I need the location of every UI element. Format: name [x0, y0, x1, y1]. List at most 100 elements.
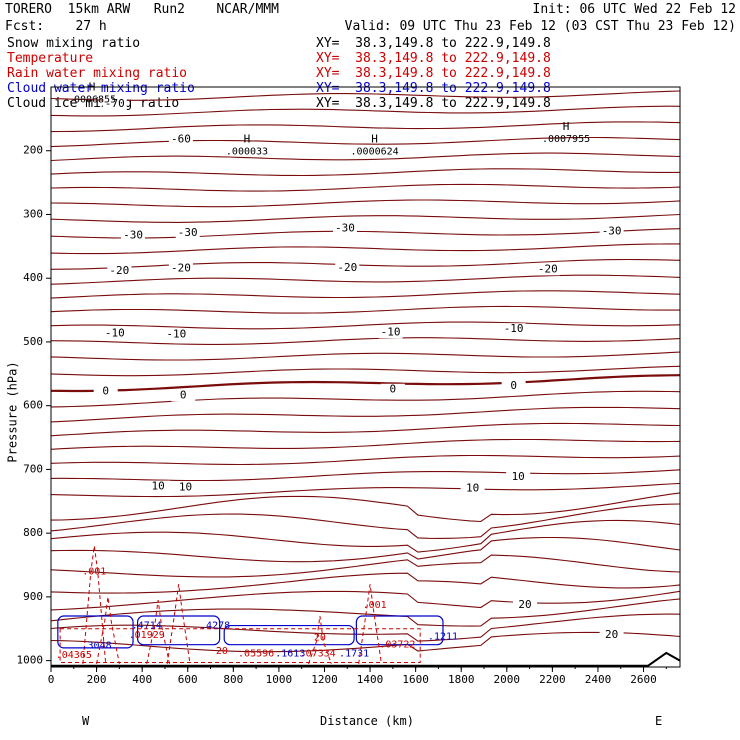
temperature-label-bg — [506, 471, 531, 484]
rain-water-contour — [82, 545, 107, 664]
cloud-water-contour — [355, 615, 444, 646]
valid-time: Valid: 09 UTC Thu 23 Feb 12 (03 CST Thu … — [344, 19, 736, 34]
isotherm-line — [50, 213, 681, 223]
isotherm-line — [50, 631, 681, 653]
isotherm-line — [50, 337, 681, 345]
cloud-water-label: .4278 — [200, 621, 230, 632]
y-tick-label: 900 — [23, 590, 43, 603]
isotherm-line — [50, 374, 681, 393]
rain-water-contour — [96, 596, 120, 664]
rain-water-label: .001 — [82, 566, 106, 577]
legend-temperature-xy: XY= 38.3,149.8 to 222.9,149.8 — [316, 51, 551, 66]
cloud-water-contour — [137, 615, 221, 646]
x-tick-label: 0 — [48, 673, 55, 686]
temperature-contours — [50, 90, 681, 653]
temperature-label: -30 — [335, 221, 355, 234]
x-tick-label: 2600 — [630, 673, 657, 686]
high-marker: H — [371, 133, 378, 146]
surface-line — [51, 651, 681, 667]
high-value: .0006855 — [68, 94, 116, 105]
high-marker: H — [244, 133, 251, 146]
isotherm-line — [50, 136, 681, 148]
x-tick-label: 1000 — [266, 673, 293, 686]
isotherm-line — [50, 321, 681, 330]
temperature-label-bg — [175, 226, 200, 239]
y-tick-label: 300 — [23, 207, 43, 220]
temperature-label: -30 — [123, 229, 143, 242]
model-title: TORERO 15km ARW Run2 NCAR/MMM — [5, 2, 279, 17]
rain-water-contour — [358, 584, 382, 664]
cloud-water-label: .3048 — [82, 640, 112, 651]
isotherm-line — [50, 105, 681, 117]
high-value: .000033 — [226, 147, 268, 158]
y-tick-label: 400 — [23, 271, 43, 284]
cloud-water-label: .1731 — [339, 649, 369, 660]
temperature-label-bg — [171, 389, 196, 402]
x-tick-label: 200 — [87, 673, 107, 686]
isotherm-line — [50, 274, 681, 285]
x-tick-label: 600 — [178, 673, 198, 686]
chart-axes: 0 200 400 600 800 1000 1200 1400 1600 1800 2000 220… — [17, 86, 681, 686]
isotherm-line — [50, 438, 681, 450]
rain-water-label: .03722 — [379, 640, 415, 651]
temperature-label-bg — [535, 263, 560, 276]
y-tick-label: 200 — [23, 144, 43, 157]
high-marker: H — [563, 120, 570, 133]
temperature-label-bg — [164, 328, 189, 341]
isotherm-line — [50, 554, 681, 578]
west-label: W — [82, 714, 90, 728]
isotherm-line — [50, 199, 681, 208]
isotherm-line — [50, 613, 681, 642]
y-axis-title: Pressure (hPa) — [5, 361, 20, 463]
isotherm-line — [50, 183, 681, 192]
legend-cloud-water-xy: XY= 38.3,149.8 to 222.9,149.8 — [316, 81, 551, 96]
isotherm-line — [50, 168, 680, 177]
temperature-label: 10 — [466, 482, 479, 495]
x-tick-label: 1200 — [311, 673, 338, 686]
isotherm-line — [50, 351, 681, 361]
high-marker: H — [89, 80, 96, 93]
high-value: .0007955 — [542, 134, 590, 145]
isotherm-line — [50, 519, 681, 553]
rain-water-label: .04365 — [56, 650, 92, 661]
x-tick-label: 2000 — [494, 673, 521, 686]
cloud-water-label: .4714 — [132, 621, 162, 632]
rain-water-contour — [146, 600, 170, 664]
temperature-label-bg — [599, 225, 624, 238]
temperature-label: 10 — [179, 480, 192, 493]
temperature-label: 0 — [390, 383, 397, 396]
temperature-label: -10 — [504, 322, 524, 335]
isotherm-line — [50, 422, 681, 437]
isotherm-line — [50, 121, 681, 133]
legend-snow-name: Snow mixing ratio — [7, 36, 141, 51]
isotherm-line — [50, 482, 681, 498]
legend-cloud-water-name: Cloud water mixing ratio — [7, 81, 195, 96]
temperature-label-bg — [332, 222, 357, 235]
rain-water-label: 20 — [314, 633, 326, 644]
temperature-label-bg — [168, 262, 193, 275]
legend-cloud-ice-xy: XY= 38.3,149.8 to 222.9,149.8 — [316, 96, 551, 111]
x-tick-label: 1800 — [448, 673, 475, 686]
plot-frame — [50, 86, 681, 668]
isotherm-line — [50, 365, 681, 377]
rain-water-label: .07334 — [300, 649, 336, 660]
temperature-label: -20 — [337, 261, 357, 274]
temperature-label-bg — [107, 265, 132, 278]
isotherm-line — [50, 406, 681, 423]
x-tick-label: 1400 — [357, 673, 384, 686]
temperature-label: -20 — [538, 262, 558, 275]
isotherm-line — [50, 152, 681, 162]
temperature-label: -30 — [602, 225, 622, 238]
y-tick-label: 700 — [23, 462, 43, 475]
temperature-label-bg — [146, 480, 171, 493]
x-tick-label: 800 — [223, 673, 243, 686]
isotherm-line — [50, 503, 681, 539]
rain-water-label: .001 — [363, 600, 387, 611]
temperature-label-bg — [460, 482, 485, 495]
rain-water-label: .01929 — [129, 630, 165, 641]
temperature-label: -10 — [105, 327, 125, 340]
y-tick-label: 500 — [23, 335, 43, 348]
x-tick-label: 2200 — [539, 673, 566, 686]
isotherm-line — [50, 228, 681, 239]
